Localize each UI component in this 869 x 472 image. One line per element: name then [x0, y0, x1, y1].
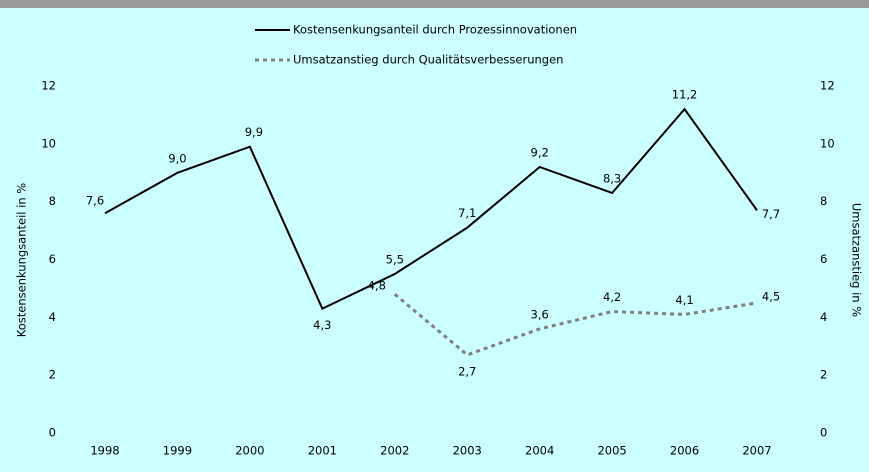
data-label: 9,9 — [245, 125, 263, 139]
x-tick-label: 1999 — [163, 444, 192, 458]
data-label: 9,0 — [168, 151, 186, 165]
y-tick-label: 10 — [41, 136, 56, 150]
data-label: 11,2 — [672, 88, 698, 102]
y-tick-label: 8 — [49, 194, 56, 208]
data-label: 4,2 — [603, 290, 621, 304]
y-tick-label: 6 — [49, 252, 56, 266]
y-tick-label: 12 — [41, 79, 56, 93]
legend-label: Umsatzanstieg durch Qualitätsverbesserun… — [293, 53, 563, 67]
data-label: 4,8 — [368, 279, 386, 293]
top-band — [0, 0, 869, 8]
x-tick-label: 2001 — [308, 444, 337, 458]
legend-label: Kostensenkungsanteil durch Prozessinnova… — [293, 23, 577, 37]
y-tick-label: 4 — [49, 310, 56, 324]
data-label: 8,3 — [603, 171, 621, 185]
x-tick-label: 1998 — [90, 444, 119, 458]
x-tick-label: 2003 — [453, 444, 482, 458]
data-label: 7,1 — [458, 206, 476, 220]
x-tick-label: 2005 — [597, 444, 626, 458]
y-tick-label: 0 — [49, 426, 56, 440]
x-tick-label: 2002 — [380, 444, 409, 458]
data-label: 2,7 — [458, 364, 476, 378]
y2-axis-label: Umsatzanstieg in % — [850, 203, 864, 317]
data-label: 3,6 — [531, 307, 549, 321]
data-label: 7,6 — [86, 194, 104, 208]
y2-tick-label: 0 — [820, 426, 827, 440]
y-axis-label: Kostensenkungsanteil in % — [15, 183, 29, 338]
data-label: 5,5 — [386, 252, 404, 266]
x-tick-label: 2004 — [525, 444, 554, 458]
data-label: 7,7 — [762, 207, 780, 221]
y2-tick-label: 6 — [820, 252, 827, 266]
series-line — [393, 293, 758, 357]
data-label: 4,5 — [762, 289, 780, 303]
x-tick-label: 2000 — [235, 444, 264, 458]
data-label: 4,3 — [313, 318, 331, 332]
y2-tick-label: 10 — [820, 136, 835, 150]
series-line — [104, 107, 758, 311]
y2-tick-label: 2 — [820, 368, 827, 382]
y-tick-label: 2 — [49, 368, 56, 382]
x-tick-label: 2007 — [742, 444, 771, 458]
y2-tick-label: 12 — [820, 79, 835, 93]
data-label: 9,2 — [531, 145, 549, 159]
y2-tick-label: 8 — [820, 194, 827, 208]
data-label: 4,1 — [675, 293, 693, 307]
x-tick-label: 2006 — [670, 444, 699, 458]
y2-tick-label: 4 — [820, 310, 827, 324]
